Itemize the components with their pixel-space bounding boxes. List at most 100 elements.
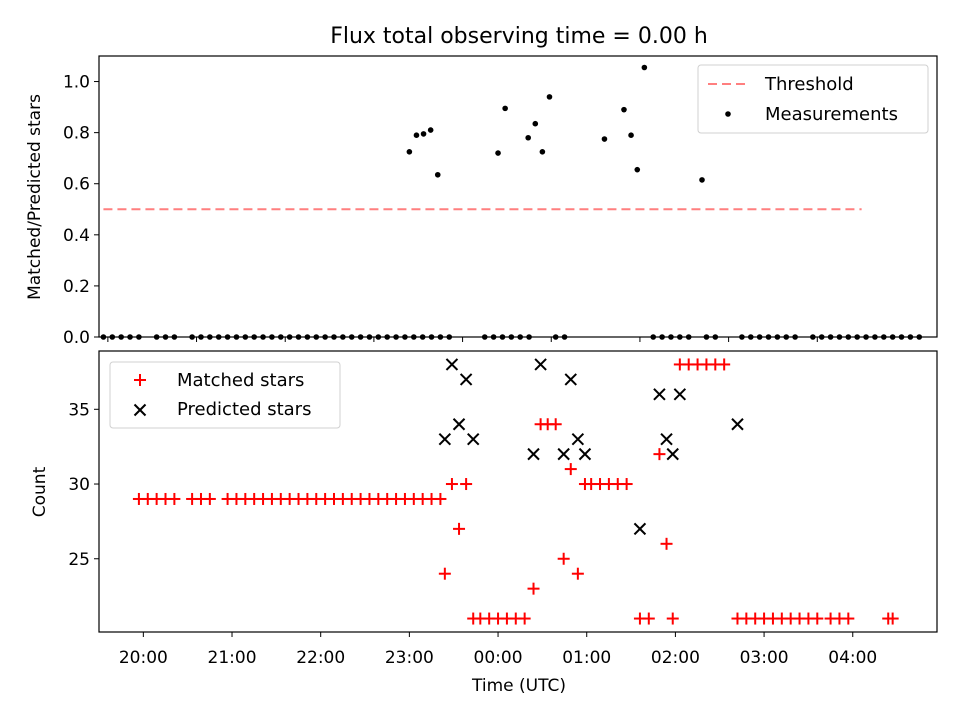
measurement-point	[641, 64, 648, 71]
bottom-y-ticks: 25 30 35	[68, 400, 99, 570]
predicted-point	[527, 447, 540, 461]
measurement-point	[495, 150, 501, 156]
measurement-point	[628, 132, 634, 138]
predicted-point	[653, 388, 666, 401]
predicted-point-b	[653, 388, 666, 401]
measurement-point	[699, 177, 705, 183]
top-y-axis-label: Matched/Predicted stars	[25, 94, 45, 300]
legend-measurements-marker	[725, 111, 731, 117]
predicted-point	[673, 388, 687, 401]
matched-point	[653, 448, 666, 461]
predicted-point-b	[534, 358, 547, 371]
predicted-point-b	[438, 432, 452, 446]
top-y-ticks: 0.0 0.2 0.4 0.6 0.8 1.0	[63, 73, 99, 348]
predicted-point	[633, 522, 647, 536]
predicted-point-b	[660, 432, 673, 446]
chart-title: Flux total observing time = 0.00 h	[330, 24, 708, 49]
predicted-point-b	[673, 388, 687, 401]
predicted-point-b	[571, 432, 585, 446]
bottom-legend: Matched stars Predicted stars	[109, 361, 341, 429]
measurement-point	[434, 171, 441, 178]
y-tick-label: 0.2	[63, 277, 90, 297]
predicted-point	[564, 373, 577, 386]
measurement-point	[406, 148, 413, 155]
predicted-point-b	[578, 447, 592, 461]
x-tick-label: 03:00	[740, 648, 789, 668]
measurement-point	[420, 131, 427, 137]
predicted-point	[557, 447, 570, 461]
matched-point	[453, 522, 466, 535]
legend-cross-glyph	[133, 403, 147, 417]
y-tick-label: 35	[68, 400, 90, 420]
legend-cross-glyph-b	[133, 403, 147, 417]
matched-point	[518, 612, 531, 625]
matched-point	[549, 418, 562, 431]
predicted-point-b	[452, 418, 466, 431]
bottom-y-axis-label: Count	[30, 466, 50, 517]
predicted-point	[666, 447, 679, 461]
measurement-point	[525, 134, 531, 141]
predicted-point-b	[557, 447, 570, 461]
y-tick-label: 25	[68, 550, 90, 570]
legend-measurements-label: Measurements	[765, 104, 898, 125]
matched-point	[460, 478, 473, 491]
matched-point	[445, 478, 458, 491]
x-tick-label: 23:00	[385, 648, 434, 668]
predicted-point	[534, 358, 547, 371]
matched-point	[842, 612, 855, 625]
y-tick-label: 0.6	[63, 175, 90, 195]
matched-point	[660, 537, 673, 550]
legend-predicted-label: Predicted stars	[177, 399, 311, 420]
matched-point	[666, 612, 679, 625]
measurement-point	[413, 132, 420, 138]
y-tick-label: 0.8	[63, 124, 90, 144]
matched-point	[527, 582, 540, 595]
measurement-point	[502, 105, 508, 112]
measurement-point	[546, 94, 553, 100]
bottom-plot-area	[132, 358, 899, 625]
legend-plus-glyph	[134, 374, 146, 386]
measurement-point	[539, 148, 546, 155]
predicted-point	[438, 432, 452, 446]
predicted-point	[459, 373, 473, 386]
top-legend-frame	[697, 64, 929, 134]
y-tick-label: 0.0	[63, 328, 90, 348]
bottom-legend-frame	[109, 361, 341, 429]
x-tick-label: 20:00	[119, 648, 168, 668]
matched-point	[811, 612, 824, 625]
predicted-point-b	[633, 522, 647, 536]
predicted-point-b	[459, 373, 473, 386]
matched-point	[203, 492, 216, 505]
matched-point	[557, 552, 570, 565]
predicted-point	[731, 418, 744, 431]
bottom-x-ticks: 20:00 21:00 22:00 23:00 00:00 01:00 02:00 03:00…	[119, 632, 877, 668]
predicted-point	[660, 432, 673, 446]
predicted-point-b	[564, 373, 577, 386]
predicted-point	[445, 358, 459, 371]
matched-point	[571, 567, 584, 580]
matched-point	[438, 567, 451, 580]
matched-point	[564, 463, 577, 476]
matched-point	[168, 492, 181, 505]
legend-matched-label: Matched stars	[177, 370, 304, 391]
x-axis-label: Time (UTC)	[471, 676, 566, 696]
predicted-point-b	[467, 432, 480, 446]
top-x-ticks	[107, 337, 818, 342]
measurement-point	[427, 127, 434, 133]
matched-point	[642, 612, 655, 625]
predicted-point-b	[445, 358, 459, 371]
x-tick-label: 01:00	[562, 648, 611, 668]
top-axes-frame	[98, 55, 938, 338]
measurement-point	[532, 120, 539, 127]
x-tick-label: 02:00	[651, 648, 700, 668]
x-tick-label: 21:00	[208, 648, 257, 668]
y-tick-label: 0.4	[63, 226, 90, 246]
y-tick-label: 1.0	[63, 73, 90, 93]
predicted-point	[578, 447, 592, 461]
bottom-panel: 25 30 35 20:00 21:00 22:00 23:00 00:00 01:00 02:…	[30, 350, 938, 696]
predicted-point-b	[666, 447, 679, 461]
matched-point	[718, 358, 731, 371]
measurement-point	[621, 106, 627, 113]
legend-threshold-label: Threshold	[764, 74, 854, 95]
